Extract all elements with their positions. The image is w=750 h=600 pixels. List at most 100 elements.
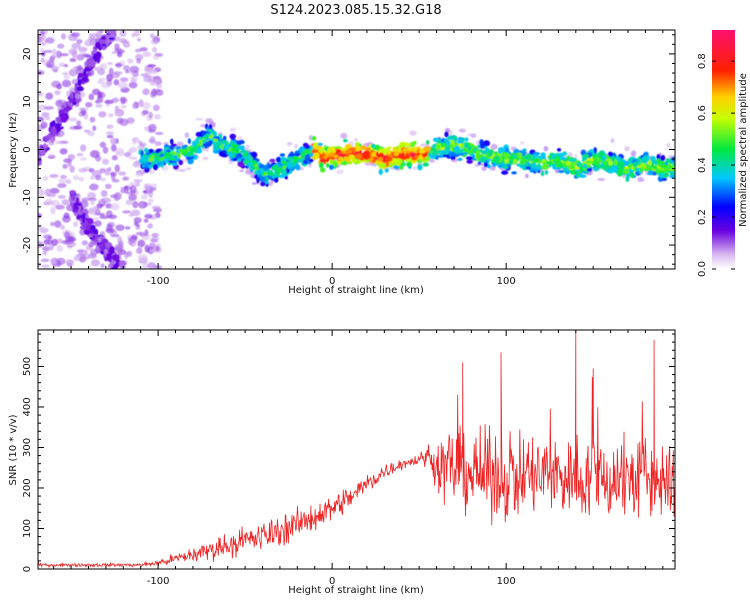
heatmap-cell	[378, 162, 386, 168]
heatmap-cell	[440, 142, 447, 148]
heatmap-cell	[591, 154, 599, 158]
heatmap-cell	[291, 155, 299, 163]
heatmap-cell	[80, 213, 86, 219]
heatmap-cell	[116, 51, 123, 58]
heatmap-cell	[150, 88, 158, 97]
heatmap-cell	[111, 144, 117, 152]
heatmap-cell	[239, 169, 245, 173]
heatmap-cell	[257, 170, 262, 174]
heatmap-cell	[110, 26, 118, 30]
heatmap-cell	[658, 172, 664, 178]
heatmap-cell	[143, 147, 149, 153]
heatmap-cell	[108, 113, 114, 118]
heatmap-cell	[586, 167, 593, 172]
heatmap-cell	[99, 141, 107, 148]
heatmap-cell	[501, 165, 509, 170]
heatmap-cell	[148, 111, 153, 119]
heatmap-cell	[151, 233, 160, 238]
heatmap-cell	[567, 164, 573, 170]
heatmap-cell	[216, 145, 221, 151]
heatmap-cell	[137, 200, 148, 209]
heatmap-cell	[164, 152, 171, 157]
heatmap-cell	[481, 166, 487, 172]
heatmap-cell	[243, 159, 250, 165]
colorbar-label: Normalized spectral amplitude	[738, 73, 749, 227]
heatmap-cell	[152, 55, 159, 60]
heatmap-cell	[172, 151, 178, 156]
heatmap-cell	[371, 143, 376, 149]
heatmap-cell	[203, 134, 209, 140]
heatmap-cell	[103, 248, 108, 254]
heatmap-cell	[386, 156, 393, 162]
heatmap-cell	[78, 107, 89, 111]
heatmap-cell	[576, 172, 580, 179]
heatmap-cell	[69, 190, 76, 195]
heatmap-cell	[115, 62, 122, 68]
heatmap-cell	[60, 33, 67, 40]
heatmap-cell	[77, 72, 84, 79]
heatmap-cell	[237, 139, 245, 145]
heatmap-cell	[44, 49, 53, 53]
heatmap-cell	[76, 39, 83, 44]
heatmap-cell	[336, 169, 344, 175]
heatmap-cell	[118, 271, 122, 278]
heatmap-cell	[68, 68, 78, 77]
heatmap-cell	[176, 153, 181, 159]
heatmap-cell	[141, 109, 147, 117]
heatmap-cell	[325, 163, 330, 168]
heatmap-cell	[651, 165, 658, 169]
heatmap-cell	[348, 154, 355, 160]
heatmap-cell	[289, 151, 294, 158]
heatmap-cell	[150, 69, 158, 75]
heatmap-cell	[57, 183, 67, 188]
heatmap-cell	[69, 98, 75, 104]
heatmap-cell	[347, 149, 353, 154]
heatmap-cell	[296, 159, 303, 163]
heatmap-cell	[192, 145, 197, 153]
heatmap-cell	[558, 169, 565, 174]
heatmap-cell	[385, 160, 390, 167]
heatmap-cell	[273, 177, 279, 183]
heatmap-cell	[50, 136, 54, 144]
heatmap-cell	[327, 147, 333, 154]
heatmap-cell	[88, 93, 95, 101]
heatmap-cell	[60, 114, 68, 123]
heatmap-cell	[114, 151, 125, 157]
x-tick-label: 0	[329, 276, 335, 287]
heatmap-cell	[284, 175, 289, 180]
heatmap-cell	[608, 161, 613, 166]
heatmap-cell	[56, 50, 62, 59]
heatmap-cell	[65, 179, 72, 184]
colorbar-gradient	[712, 30, 735, 269]
heatmap-cell	[51, 126, 57, 135]
heatmap-cell	[579, 174, 587, 178]
heatmap-cell	[279, 168, 287, 174]
heatmap-cell	[147, 202, 152, 206]
heatmap-cell	[90, 259, 101, 267]
heatmap-cell	[146, 185, 153, 192]
heatmap-cell	[55, 204, 65, 210]
heatmap-cell	[543, 146, 549, 152]
heatmap-cell	[637, 176, 644, 183]
heatmap-cell	[40, 31, 45, 35]
x-tick-label: -100	[147, 576, 170, 587]
heatmap-cell	[99, 168, 106, 174]
heatmap-cell	[114, 243, 124, 252]
heatmap-cell	[38, 212, 43, 219]
heatmap-cell	[114, 164, 121, 173]
heatmap-cell	[135, 247, 143, 255]
heatmap-cell	[249, 151, 255, 155]
heatmap-cell	[148, 170, 155, 174]
heatmap-cell	[127, 238, 135, 245]
heatmap-cell	[39, 40, 47, 45]
heatmap-cell	[122, 41, 131, 48]
heatmap-cell	[75, 193, 81, 197]
heatmap-cell	[50, 257, 60, 266]
heatmap-cell	[87, 130, 95, 137]
heatmap-cell	[80, 256, 90, 260]
heatmap-cell	[479, 143, 486, 149]
heatmap-cell	[144, 69, 152, 75]
heatmap-cell	[302, 160, 308, 165]
heatmap-cell	[86, 217, 94, 225]
